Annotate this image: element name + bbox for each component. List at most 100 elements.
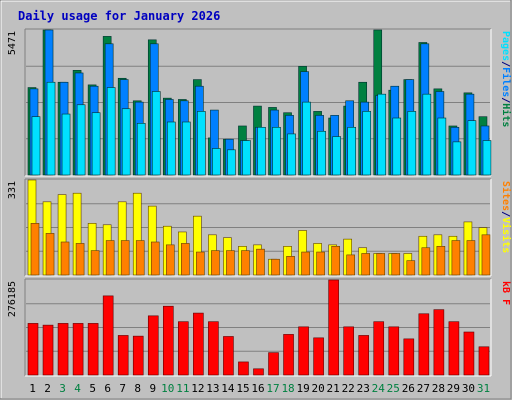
bar-sites-day-3	[60, 241, 70, 276]
bar-kbf-day-25	[388, 326, 400, 376]
bar-sites-day-14	[226, 250, 235, 276]
bar-sites-day-4	[75, 243, 85, 276]
bar-pages-day-11	[182, 121, 191, 176]
bar-sites-day-31	[481, 234, 491, 276]
bar-kbf-day-4	[72, 323, 84, 376]
bar-pages-day-4	[76, 104, 86, 176]
bar-kbf-day-19	[298, 326, 309, 376]
bar-sites-day-23	[361, 253, 371, 276]
bar-sites-day-20	[316, 251, 325, 276]
bar-pages-day-27	[422, 93, 432, 176]
x-tick-label-day-18: 18	[281, 382, 294, 395]
bar-pages-day-7	[121, 108, 131, 176]
bar-sites-day-24	[376, 253, 386, 276]
bar-sites-day-30	[466, 240, 476, 276]
bar-sites-day-19	[301, 251, 310, 276]
x-axis-day-labels: 1 2 3 4 5 6 7 8 9 10 11 12 13 14 15 16 17 18 19 20 21 22 23 24 2…	[29, 382, 490, 395]
bar-pages-day-1	[31, 116, 41, 176]
bar-pages-day-24	[377, 93, 387, 176]
bar-pages-day-14	[227, 149, 236, 176]
x-tick-label-day-12: 12	[191, 382, 204, 395]
bar-kbf-day-10	[162, 305, 174, 376]
x-tick-label-day-2: 2	[44, 382, 51, 395]
bar-sites-day-5	[90, 250, 100, 276]
x-tick-label-day-15: 15	[236, 382, 249, 395]
x-tick-label-day-30: 30	[462, 382, 475, 395]
bar-pages-day-19	[302, 101, 311, 176]
bar-kbf-day-31	[478, 346, 490, 376]
visits-legend-part: Sites	[500, 181, 512, 211]
bar-kbf-day-17	[268, 352, 279, 376]
x-tick-label-day-29: 29	[447, 382, 460, 395]
bar-kbf-day-14	[223, 336, 234, 376]
x-tick-label-day-9: 9	[149, 382, 156, 395]
x-tick-label-day-3: 3	[59, 382, 66, 395]
bar-pages-day-30	[467, 120, 477, 176]
bar-kbf-day-22	[343, 326, 354, 376]
bar-kbf-day-24	[373, 321, 385, 376]
bar-pages-day-5	[91, 112, 101, 176]
x-tick-label-day-26: 26	[402, 382, 415, 395]
hits-files-pages-panel: 5471 Pages/Files/Hits	[7, 28, 512, 177]
x-tick-label-day-5: 5	[89, 382, 96, 395]
bar-pages-day-22	[347, 126, 356, 176]
bar-sites-day-2	[45, 233, 55, 276]
bar-pages-day-2	[46, 81, 56, 176]
bar-pages-day-18	[287, 133, 296, 176]
bar-pages-day-16	[257, 126, 266, 176]
kb-legend-part: F	[500, 293, 511, 305]
bar-sites-day-22	[346, 254, 355, 276]
bar-kbf-day-11	[178, 321, 189, 376]
bar-kbf-day-27	[418, 313, 430, 376]
bar-kbf-day-8	[132, 335, 144, 376]
x-tick-label-day-14: 14	[221, 382, 235, 395]
hits-legend-part: /	[500, 97, 511, 103]
bar-kbf-day-2	[42, 324, 54, 376]
bar-kbf-day-23	[358, 335, 370, 376]
bar-sites-day-15	[241, 250, 250, 276]
visits-legend-label: Sites/Visits	[500, 181, 512, 253]
x-tick-label-day-10: 10	[161, 382, 174, 395]
x-tick-label-day-6: 6	[104, 382, 111, 395]
bar-sites-day-1	[30, 223, 40, 276]
bar-pages-day-12	[197, 111, 206, 176]
visits-legend-part: Visits	[500, 217, 512, 253]
hits-legend-part: /	[500, 61, 511, 67]
bar-kbf-day-20	[313, 337, 324, 376]
visits-ymax-label: 331	[7, 181, 18, 199]
bar-sites-day-8	[135, 240, 145, 276]
bar-kbf-day-13	[208, 321, 219, 376]
x-tick-label-day-7: 7	[119, 382, 126, 395]
kbytes-panel: 276185 kB F	[7, 278, 511, 377]
bar-sites-day-12	[196, 251, 205, 276]
kb-ymax-label: 276185	[7, 281, 18, 317]
bar-kbf-day-3	[57, 323, 69, 376]
hits-legend-label: Pages/Files/Hits	[500, 31, 512, 127]
bar-kbf-day-26	[403, 338, 415, 376]
bar-kbf-day-7	[117, 335, 129, 376]
bar-sites-day-21	[331, 245, 340, 276]
bar-pages-day-9	[151, 91, 161, 176]
bar-kbf-day-28	[433, 309, 445, 376]
x-tick-label-day-8: 8	[134, 382, 141, 395]
bar-pages-day-6	[106, 87, 116, 176]
bar-kbf-day-6	[102, 295, 114, 376]
x-tick-label-day-21: 21	[327, 382, 340, 395]
x-tick-label-day-31: 31	[477, 382, 490, 395]
bar-kbf-day-12	[193, 312, 204, 376]
hits-ymax-label: 5471	[7, 31, 18, 55]
bar-pages-day-21	[332, 136, 341, 176]
bar-pages-day-26	[407, 111, 417, 176]
bar-pages-day-10	[166, 121, 176, 176]
bar-kbf-day-9	[147, 315, 159, 376]
bar-pages-day-23	[362, 111, 372, 176]
x-tick-label-day-4: 4	[74, 382, 81, 395]
bar-pages-day-31	[482, 140, 492, 176]
bar-sites-day-28	[436, 245, 446, 276]
hits-legend-part: Hits	[500, 103, 512, 127]
x-tick-label-day-23: 23	[357, 382, 370, 395]
x-tick-label-day-17: 17	[266, 382, 279, 395]
kb-legend-label: kB F	[500, 281, 511, 305]
bar-sites-day-16	[256, 248, 265, 276]
